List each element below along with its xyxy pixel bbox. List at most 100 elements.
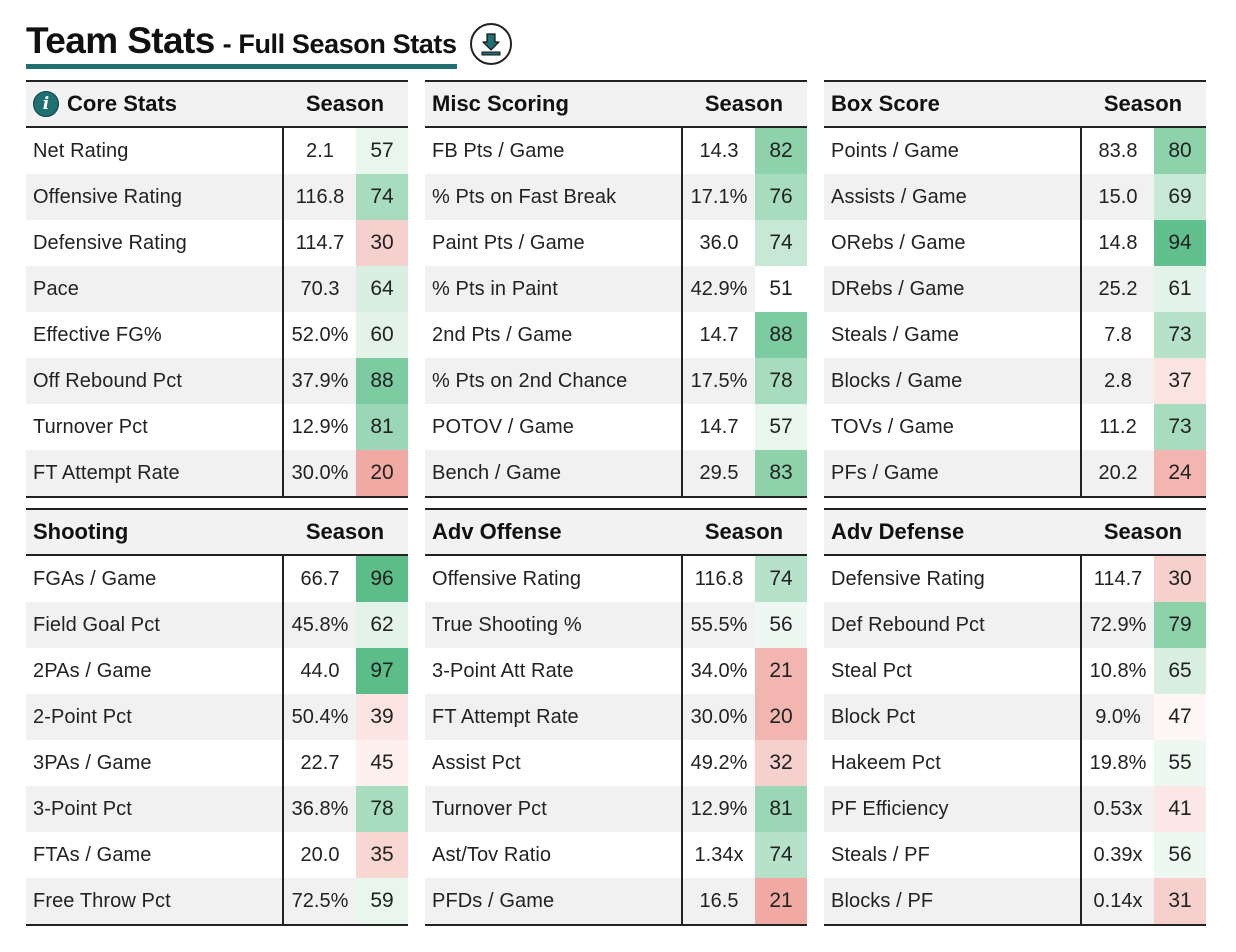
info-icon[interactable]: i bbox=[33, 91, 59, 117]
stat-row: Turnover Pct 12.9% 81 bbox=[425, 786, 807, 832]
stats-grid: i Core Stats Season Net Rating 2.1 57 Offensiv… bbox=[26, 80, 1206, 926]
download-button[interactable] bbox=[469, 23, 512, 65]
stat-percentile: 74 bbox=[356, 174, 408, 220]
season-column-header[interactable]: Season bbox=[704, 91, 784, 116]
stat-row: 2-Point Pct 50.4% 39 bbox=[26, 694, 408, 740]
stat-value: 12.9% bbox=[681, 786, 755, 832]
stat-percentile: 20 bbox=[755, 694, 807, 740]
stat-value: 66.7 bbox=[282, 556, 356, 602]
season-column-header[interactable]: Season bbox=[1103, 91, 1183, 116]
stat-row: Effective FG% 52.0% 60 bbox=[26, 312, 408, 358]
stat-percentile: 47 bbox=[1154, 694, 1206, 740]
stat-value: 2.1 bbox=[282, 128, 356, 174]
stat-percentile: 76 bbox=[755, 174, 807, 220]
stat-percentile: 97 bbox=[356, 648, 408, 694]
panel-title: Adv Offense bbox=[432, 519, 562, 544]
page-title: Team Stats bbox=[26, 19, 215, 61]
season-column-header[interactable]: Season bbox=[305, 91, 385, 116]
stat-value: 25.2 bbox=[1080, 266, 1154, 312]
stat-label: Blocks / Game bbox=[831, 369, 963, 392]
stat-value: 16.5 bbox=[681, 878, 755, 924]
stat-row: POTOV / Game 14.7 57 bbox=[425, 404, 807, 450]
stat-value: 116.8 bbox=[282, 174, 356, 220]
panel-header: Box Score Season bbox=[824, 82, 1206, 128]
stat-value: 2.8 bbox=[1080, 358, 1154, 404]
stat-value: 44.0 bbox=[282, 648, 356, 694]
stat-label: Def Rebound Pct bbox=[831, 613, 985, 636]
stat-label: 2nd Pts / Game bbox=[432, 323, 573, 346]
stat-percentile: 83 bbox=[755, 450, 807, 496]
season-column-header[interactable]: Season bbox=[305, 519, 385, 544]
stat-label: Blocks / PF bbox=[831, 889, 934, 912]
stat-percentile: 57 bbox=[356, 128, 408, 174]
stat-percentile: 65 bbox=[1154, 648, 1206, 694]
season-column-header[interactable]: Season bbox=[1103, 519, 1183, 544]
stat-value: 10.8% bbox=[1080, 648, 1154, 694]
stat-label: True Shooting % bbox=[432, 613, 582, 636]
stat-percentile: 74 bbox=[755, 832, 807, 878]
stat-row: Offensive Rating 116.8 74 bbox=[425, 556, 807, 602]
stat-percentile: 69 bbox=[1154, 174, 1206, 220]
stat-percentile: 39 bbox=[356, 694, 408, 740]
panel-title-cell: Shooting bbox=[26, 519, 282, 545]
stat-label: Points / Game bbox=[831, 139, 960, 162]
stat-row: Off Rebound Pct 37.9% 88 bbox=[26, 358, 408, 404]
stat-percentile: 21 bbox=[755, 878, 807, 924]
stat-value: 34.0% bbox=[681, 648, 755, 694]
stat-value: 42.9% bbox=[681, 266, 755, 312]
stat-row: Assists / Game 15.0 69 bbox=[824, 174, 1206, 220]
stat-value: 12.9% bbox=[282, 404, 356, 450]
stat-label: 3-Point Att Rate bbox=[432, 659, 574, 682]
stat-percentile: 82 bbox=[755, 128, 807, 174]
stat-label: Steals / PF bbox=[831, 843, 930, 866]
stat-label: Assists / Game bbox=[831, 185, 967, 208]
stat-value: 36.8% bbox=[282, 786, 356, 832]
stat-percentile: 59 bbox=[356, 878, 408, 924]
stat-row: Net Rating 2.1 57 bbox=[26, 128, 408, 174]
stat-row: Turnover Pct 12.9% 81 bbox=[26, 404, 408, 450]
stat-row: 2nd Pts / Game 14.7 88 bbox=[425, 312, 807, 358]
stat-label: Hakeem Pct bbox=[831, 751, 941, 774]
panel-title-cell: Box Score bbox=[824, 91, 1080, 117]
stat-label: FT Attempt Rate bbox=[432, 705, 579, 728]
stat-label: % Pts on Fast Break bbox=[432, 185, 617, 208]
stat-label: PFs / Game bbox=[831, 461, 939, 484]
panel-title: Misc Scoring bbox=[432, 91, 569, 116]
stat-label: Block Pct bbox=[831, 705, 916, 728]
stat-label: Bench / Game bbox=[432, 461, 562, 484]
stat-row: Blocks / Game 2.8 37 bbox=[824, 358, 1206, 404]
stat-label: 3PAs / Game bbox=[33, 751, 152, 774]
stat-rows: FGAs / Game 66.7 96 Field Goal Pct 45.8% 62 2P… bbox=[26, 556, 408, 924]
stat-row: ORebs / Game 14.8 94 bbox=[824, 220, 1206, 266]
stat-label: PFDs / Game bbox=[432, 889, 555, 912]
stat-percentile: 41 bbox=[1154, 786, 1206, 832]
stat-percentile: 37 bbox=[1154, 358, 1206, 404]
stat-label: FTAs / Game bbox=[33, 843, 152, 866]
stat-value: 11.2 bbox=[1080, 404, 1154, 450]
stat-percentile: 74 bbox=[755, 556, 807, 602]
stat-row: Assist Pct 49.2% 32 bbox=[425, 740, 807, 786]
page-header: Team Stats - Full Season Stats bbox=[26, 16, 512, 72]
stat-value: 72.5% bbox=[282, 878, 356, 924]
stat-percentile: 74 bbox=[755, 220, 807, 266]
stat-row: Offensive Rating 116.8 74 bbox=[26, 174, 408, 220]
stat-row: FTAs / Game 20.0 35 bbox=[26, 832, 408, 878]
stat-label: Field Goal Pct bbox=[33, 613, 161, 636]
stat-value: 52.0% bbox=[282, 312, 356, 358]
stat-value: 17.5% bbox=[681, 358, 755, 404]
season-column-header[interactable]: Season bbox=[704, 519, 784, 544]
panel-title: Shooting bbox=[33, 519, 129, 544]
stat-row: % Pts in Paint 42.9% 51 bbox=[425, 266, 807, 312]
stat-label: Off Rebound Pct bbox=[33, 369, 182, 392]
stat-label: Pace bbox=[33, 277, 79, 300]
page-title-wrap: Team Stats - Full Season Stats bbox=[26, 20, 457, 69]
stat-value: 29.5 bbox=[681, 450, 755, 496]
stat-row: PFDs / Game 16.5 21 bbox=[425, 878, 807, 924]
stat-row: FGAs / Game 66.7 96 bbox=[26, 556, 408, 602]
stat-percentile: 30 bbox=[356, 220, 408, 266]
stat-value: 0.39x bbox=[1080, 832, 1154, 878]
stat-value: 17.1% bbox=[681, 174, 755, 220]
stat-value: 30.0% bbox=[681, 694, 755, 740]
stat-row: Ast/Tov Ratio 1.34x 74 bbox=[425, 832, 807, 878]
panel-header: Adv Offense Season bbox=[425, 510, 807, 556]
